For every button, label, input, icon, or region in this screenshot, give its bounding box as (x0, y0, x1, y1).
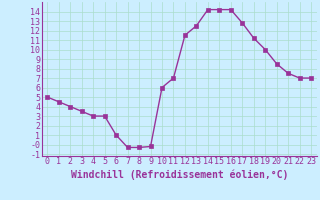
X-axis label: Windchill (Refroidissement éolien,°C): Windchill (Refroidissement éolien,°C) (70, 169, 288, 180)
